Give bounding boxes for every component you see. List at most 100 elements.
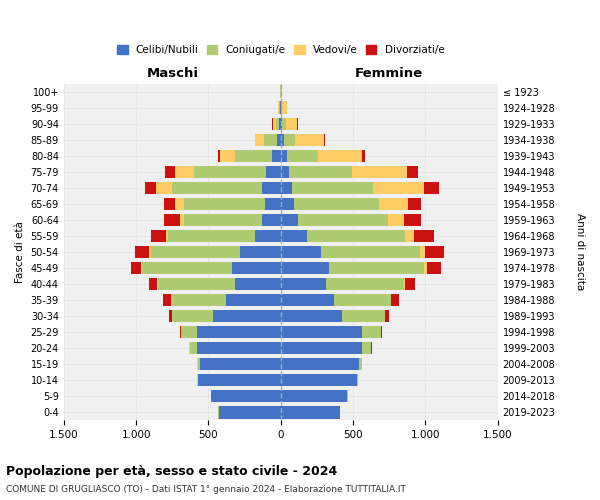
Bar (281, 150, 319, 162)
Text: COMUNE DI GRUGLIASCO (TO) - Dati ISTAT 1° gennaio 2024 - Elaborazione TUTTITALIA: COMUNE DI GRUGLIASCO (TO) - Dati ISTAT 1… (6, 485, 406, 494)
Bar (262, 214, 281, 226)
Bar (281, 294, 391, 306)
Text: Femmine: Femmine (355, 68, 424, 80)
Bar (157, 182, 281, 194)
Bar (281, 214, 404, 226)
Bar (226, 294, 281, 306)
Bar (273, 118, 281, 130)
Bar (281, 230, 405, 242)
Bar (281, 342, 371, 354)
Bar (281, 230, 414, 242)
Bar (281, 118, 298, 130)
Bar (149, 246, 281, 258)
Bar (163, 294, 281, 306)
Bar (281, 214, 388, 226)
Bar (194, 166, 281, 178)
Bar (281, 182, 292, 194)
Bar (281, 326, 362, 338)
Bar (281, 390, 347, 402)
Bar (264, 134, 281, 146)
Bar (197, 374, 281, 386)
Bar (281, 278, 415, 290)
Bar (281, 246, 425, 258)
Bar (281, 262, 424, 274)
Bar (281, 310, 385, 322)
Bar (197, 342, 281, 354)
Bar (281, 406, 340, 418)
Bar (281, 166, 289, 178)
Bar (279, 102, 281, 114)
Bar (281, 406, 340, 418)
Bar (281, 166, 418, 178)
Bar (281, 278, 326, 290)
Bar (197, 326, 281, 338)
Bar (211, 390, 281, 402)
Bar (281, 406, 340, 418)
Bar (281, 230, 307, 242)
Bar (281, 390, 347, 402)
Bar (281, 150, 362, 162)
Bar (184, 198, 281, 210)
Bar (281, 230, 434, 242)
Bar (172, 310, 281, 322)
Bar (281, 118, 286, 130)
Bar (240, 246, 281, 258)
Bar (281, 134, 284, 146)
Bar (281, 358, 362, 370)
Bar (276, 118, 281, 130)
Bar (281, 358, 362, 370)
Bar (278, 102, 281, 114)
Bar (168, 230, 281, 242)
Bar (211, 390, 281, 402)
Bar (281, 294, 391, 306)
Y-axis label: Anni di nascita: Anni di nascita (575, 214, 585, 290)
Bar (134, 246, 281, 258)
Bar (281, 358, 362, 370)
Bar (175, 198, 281, 210)
Bar (141, 262, 281, 274)
Bar (200, 358, 281, 370)
Bar (281, 374, 358, 386)
Bar (281, 150, 287, 162)
Bar (281, 326, 380, 338)
Bar (131, 262, 281, 274)
Bar (281, 102, 283, 114)
Bar (197, 374, 281, 386)
Bar (281, 246, 419, 258)
Bar (145, 182, 281, 194)
Bar (281, 214, 421, 226)
Bar (172, 310, 281, 322)
Bar (281, 198, 421, 210)
Bar (180, 326, 281, 338)
Bar (281, 150, 365, 162)
Bar (235, 278, 281, 290)
Bar (181, 326, 281, 338)
Bar (281, 182, 424, 194)
Bar (281, 294, 334, 306)
Bar (190, 342, 281, 354)
Bar (281, 118, 298, 130)
Bar (281, 118, 282, 130)
Bar (166, 230, 281, 242)
Bar (184, 214, 281, 226)
Bar (169, 310, 281, 322)
Bar (179, 214, 281, 226)
Bar (142, 262, 281, 274)
Bar (281, 278, 404, 290)
Bar (281, 86, 282, 98)
Bar (281, 166, 352, 178)
Bar (281, 310, 341, 322)
Bar (281, 358, 359, 370)
Bar (255, 134, 281, 146)
Bar (281, 262, 329, 274)
Bar (172, 182, 281, 194)
Bar (281, 374, 358, 386)
Bar (213, 310, 281, 322)
Bar (157, 278, 281, 290)
Bar (272, 150, 281, 162)
Bar (149, 278, 281, 290)
Bar (218, 406, 281, 418)
Bar (281, 182, 373, 194)
Bar (281, 134, 295, 146)
Bar (211, 390, 281, 402)
